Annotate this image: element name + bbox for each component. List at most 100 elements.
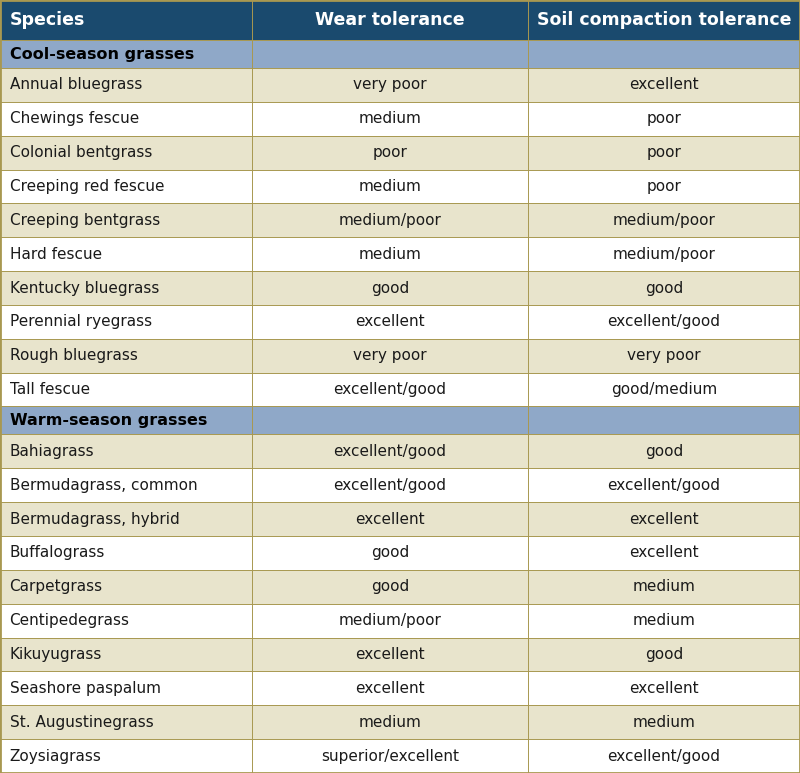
Bar — [252, 136, 528, 169]
Bar — [528, 203, 800, 237]
Text: excellent/good: excellent/good — [607, 748, 721, 764]
Bar — [0, 237, 252, 271]
Bar — [252, 68, 528, 102]
Bar — [0, 169, 252, 203]
Text: Creeping bentgrass: Creeping bentgrass — [10, 213, 160, 228]
Text: Warm-season grasses: Warm-season grasses — [10, 413, 207, 428]
Bar — [252, 305, 528, 339]
Bar — [0, 604, 252, 638]
Text: Zoysiagrass: Zoysiagrass — [10, 748, 102, 764]
Text: Seashore paspalum: Seashore paspalum — [10, 681, 161, 696]
Text: Carpetgrass: Carpetgrass — [10, 579, 102, 594]
Bar — [0, 102, 252, 136]
Bar — [0, 271, 252, 305]
Bar — [528, 271, 800, 305]
Text: medium: medium — [633, 579, 695, 594]
Text: excellent/good: excellent/good — [607, 478, 721, 492]
Bar — [0, 0, 252, 40]
Text: Wear tolerance: Wear tolerance — [315, 11, 465, 29]
Bar — [252, 373, 528, 407]
Text: medium: medium — [358, 179, 422, 194]
Bar — [528, 468, 800, 502]
Bar — [0, 68, 252, 102]
Text: Creeping red fescue: Creeping red fescue — [10, 179, 164, 194]
Text: poor: poor — [373, 145, 407, 160]
Bar — [528, 339, 800, 373]
Text: very poor: very poor — [353, 348, 427, 363]
Bar — [252, 203, 528, 237]
Bar — [528, 102, 800, 136]
Bar — [252, 102, 528, 136]
Text: excellent: excellent — [629, 546, 699, 560]
Text: poor: poor — [646, 111, 682, 126]
Bar — [252, 40, 528, 68]
Bar — [0, 536, 252, 570]
Text: medium: medium — [358, 247, 422, 262]
Text: Buffalograss: Buffalograss — [10, 546, 105, 560]
Bar — [528, 739, 800, 773]
Text: good: good — [371, 546, 409, 560]
Bar — [528, 502, 800, 536]
Bar — [252, 536, 528, 570]
Bar — [528, 570, 800, 604]
Text: excellent: excellent — [355, 647, 425, 662]
Bar — [252, 638, 528, 672]
Bar — [252, 271, 528, 305]
Bar — [528, 68, 800, 102]
Text: Rough bluegrass: Rough bluegrass — [10, 348, 138, 363]
Bar — [528, 672, 800, 705]
Bar — [252, 237, 528, 271]
Bar — [252, 502, 528, 536]
Text: Bermudagrass, hybrid: Bermudagrass, hybrid — [10, 512, 179, 526]
Text: good: good — [645, 281, 683, 295]
Bar — [0, 407, 252, 434]
Bar — [528, 536, 800, 570]
Text: poor: poor — [646, 179, 682, 194]
Text: Perennial ryegrass: Perennial ryegrass — [10, 315, 152, 329]
Text: excellent/good: excellent/good — [334, 478, 446, 492]
Bar — [528, 136, 800, 169]
Text: medium: medium — [358, 715, 422, 730]
Bar — [528, 169, 800, 203]
Text: excellent/good: excellent/good — [607, 315, 721, 329]
Text: very poor: very poor — [627, 348, 701, 363]
Text: excellent: excellent — [629, 681, 699, 696]
Text: Species: Species — [10, 11, 85, 29]
Bar — [0, 570, 252, 604]
Bar — [252, 604, 528, 638]
Text: good: good — [371, 579, 409, 594]
Text: excellent: excellent — [355, 681, 425, 696]
Bar — [252, 0, 528, 40]
Text: medium: medium — [358, 111, 422, 126]
Bar — [252, 705, 528, 739]
Bar — [252, 739, 528, 773]
Text: medium/poor: medium/poor — [338, 613, 442, 628]
Bar — [528, 305, 800, 339]
Text: medium: medium — [633, 613, 695, 628]
Text: excellent: excellent — [629, 512, 699, 526]
Text: good: good — [645, 444, 683, 459]
Text: Bahiagrass: Bahiagrass — [10, 444, 94, 459]
Bar — [252, 468, 528, 502]
Text: good/medium: good/medium — [611, 382, 717, 397]
Text: Annual bluegrass: Annual bluegrass — [10, 77, 142, 93]
Bar — [252, 339, 528, 373]
Text: St. Augustinegrass: St. Augustinegrass — [10, 715, 154, 730]
Bar — [252, 407, 528, 434]
Bar — [528, 0, 800, 40]
Text: Chewings fescue: Chewings fescue — [10, 111, 139, 126]
Bar — [528, 40, 800, 68]
Text: excellent/good: excellent/good — [334, 444, 446, 459]
Text: medium/poor: medium/poor — [338, 213, 442, 228]
Bar — [528, 407, 800, 434]
Bar — [0, 705, 252, 739]
Bar — [0, 203, 252, 237]
Text: good: good — [371, 281, 409, 295]
Bar — [0, 305, 252, 339]
Text: very poor: very poor — [353, 77, 427, 93]
Text: medium/poor: medium/poor — [613, 213, 715, 228]
Bar — [0, 672, 252, 705]
Bar — [0, 136, 252, 169]
Bar — [528, 638, 800, 672]
Text: excellent/good: excellent/good — [334, 382, 446, 397]
